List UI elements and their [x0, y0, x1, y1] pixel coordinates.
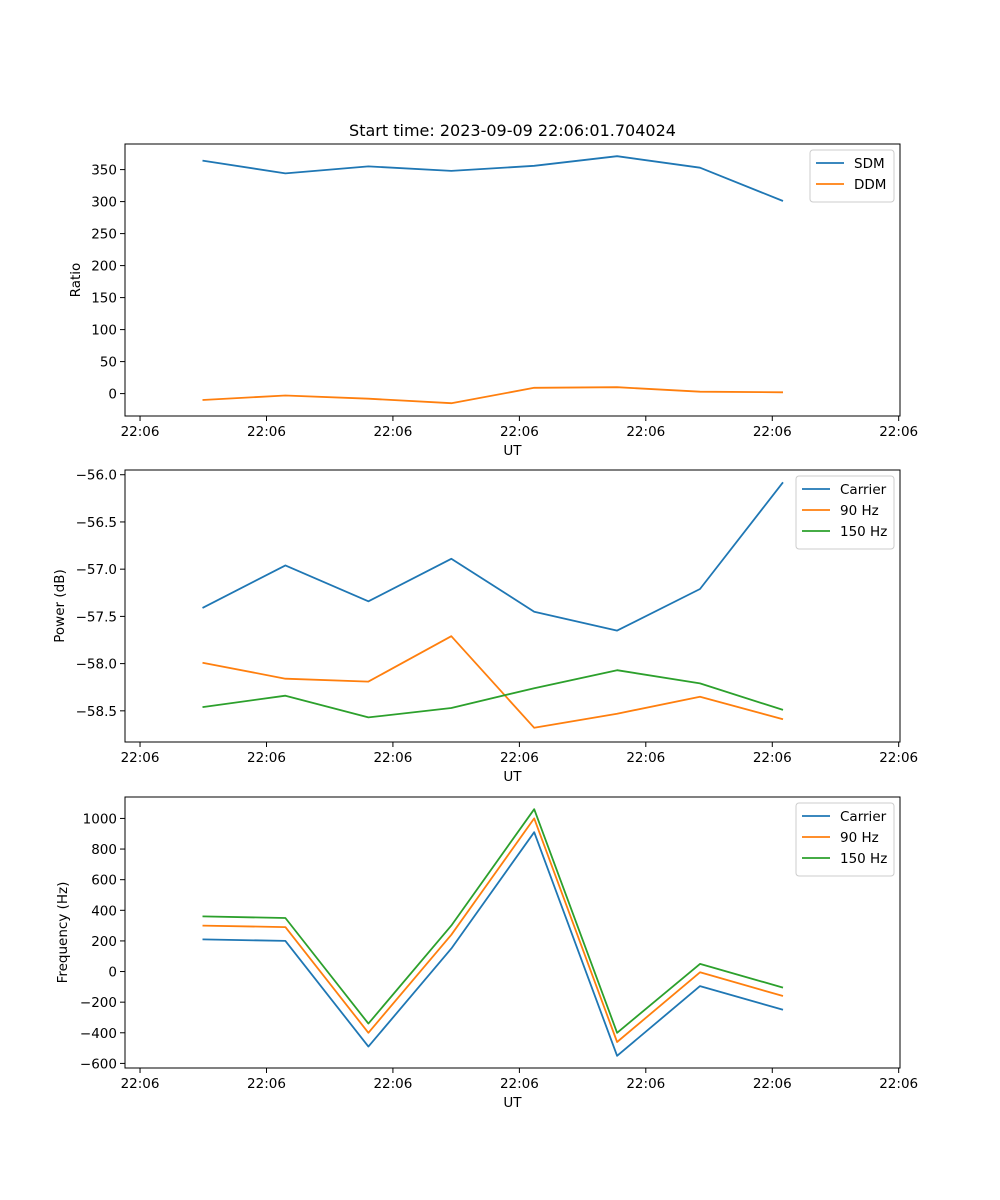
y-tick-label: 250: [91, 227, 117, 243]
y-tick-label: −58.5: [76, 704, 117, 720]
x-tick-label: 22:06: [500, 750, 539, 766]
series-line-90-hz: [202, 635, 784, 729]
y-tick-label: 350: [91, 163, 117, 179]
y-tick-label: 200: [91, 934, 117, 950]
x-tick-label: 22:06: [879, 424, 918, 440]
y-tick-label: −56.0: [76, 468, 117, 484]
legend: Carrier 90 Hz 150 Hz: [795, 802, 895, 877]
legend: SDM DDM: [809, 149, 895, 203]
y-axis-label: Power (dB): [52, 569, 68, 642]
axes-panel-3: 22:06 22:06 22:06 22:06 22:06 22:06 22:06 UT −60…: [55, 796, 918, 1111]
legend-label: 150 Hz: [840, 851, 887, 867]
legend-label: 90 Hz: [840, 830, 879, 846]
x-tick-label: 22:06: [373, 750, 412, 766]
x-tick-label: 22:06: [121, 750, 160, 766]
series-line-ddm: [202, 386, 784, 405]
series-line-carrier: [202, 481, 784, 632]
x-axis-label: UT: [503, 769, 522, 785]
axes-panel-1: 22:06 22:06 22:06 22:06 22:06 22:06 22:06 UT 0 50…: [68, 143, 918, 459]
x-tick-label: 22:06: [121, 1076, 160, 1092]
y-tick-label: −56.5: [76, 515, 117, 531]
figure-title: Start time: 2023-09-09 22:06:01.704024: [349, 121, 676, 140]
y-tick-label: 50: [100, 355, 117, 371]
x-tick-label: 22:06: [247, 424, 286, 440]
x-tick-label: 22:06: [500, 424, 539, 440]
y-axis-label: Frequency (Hz): [55, 882, 71, 984]
y-tick-label: 200: [91, 259, 117, 275]
series-line-150-hz: [202, 808, 784, 1034]
y-tick-label: −58.0: [76, 657, 117, 673]
series-line-sdm: [202, 155, 784, 202]
x-tick-label: 22:06: [373, 1076, 412, 1092]
y-tick-label: 300: [91, 195, 117, 211]
axes-panel-2: 22:06 22:06 22:06 22:06 22:06 22:06 22:06 UT −58…: [52, 468, 918, 785]
axes-frame: [124, 143, 901, 417]
x-tick-label: 22:06: [247, 750, 286, 766]
x-axis-label: UT: [503, 1095, 522, 1111]
legend-label: DDM: [854, 177, 886, 193]
x-tick-label: 22:06: [500, 1076, 539, 1092]
axes-frame: [124, 796, 901, 1069]
axes-frame: [124, 469, 901, 743]
x-tick-label: 22:06: [121, 424, 160, 440]
y-tick-label: 1000: [83, 811, 117, 827]
y-tick-label: 0: [108, 387, 117, 403]
x-tick-label: 22:06: [753, 1076, 792, 1092]
y-tick-label: 800: [91, 842, 117, 858]
x-tick-label: 22:06: [626, 750, 665, 766]
y-tick-label: 400: [91, 903, 117, 919]
legend-label: 150 Hz: [840, 524, 887, 540]
legend-label: SDM: [854, 156, 885, 172]
y-tick-label: −200: [80, 995, 117, 1011]
series-line-carrier: [202, 831, 784, 1057]
y-tick-label: 0: [108, 965, 117, 981]
x-tick-label: 22:06: [753, 424, 792, 440]
x-tick-label: 22:06: [626, 424, 665, 440]
y-tick-label: −400: [80, 1026, 117, 1042]
y-tick-label: 600: [91, 873, 117, 889]
x-tick-label: 22:06: [753, 750, 792, 766]
x-tick-label: 22:06: [879, 1076, 918, 1092]
y-tick-label: 100: [91, 323, 117, 339]
y-tick-label: −600: [80, 1056, 117, 1072]
series-line-90-hz: [202, 817, 784, 1043]
y-axis-label: Ratio: [68, 263, 84, 298]
x-tick-label: 22:06: [247, 1076, 286, 1092]
y-tick-label: −57.0: [76, 562, 117, 578]
x-tick-label: 22:06: [373, 424, 412, 440]
legend-label: 90 Hz: [840, 503, 879, 519]
y-tick-label: 150: [91, 291, 117, 307]
legend-label: Carrier: [840, 809, 887, 825]
series-line-150-hz: [202, 669, 784, 719]
x-tick-label: 22:06: [879, 750, 918, 766]
x-tick-label: 22:06: [626, 1076, 665, 1092]
legend-label: Carrier: [840, 482, 887, 498]
x-axis-label: UT: [503, 443, 522, 459]
legend: Carrier 90 Hz 150 Hz: [795, 475, 895, 550]
y-tick-label: −57.5: [76, 609, 117, 625]
